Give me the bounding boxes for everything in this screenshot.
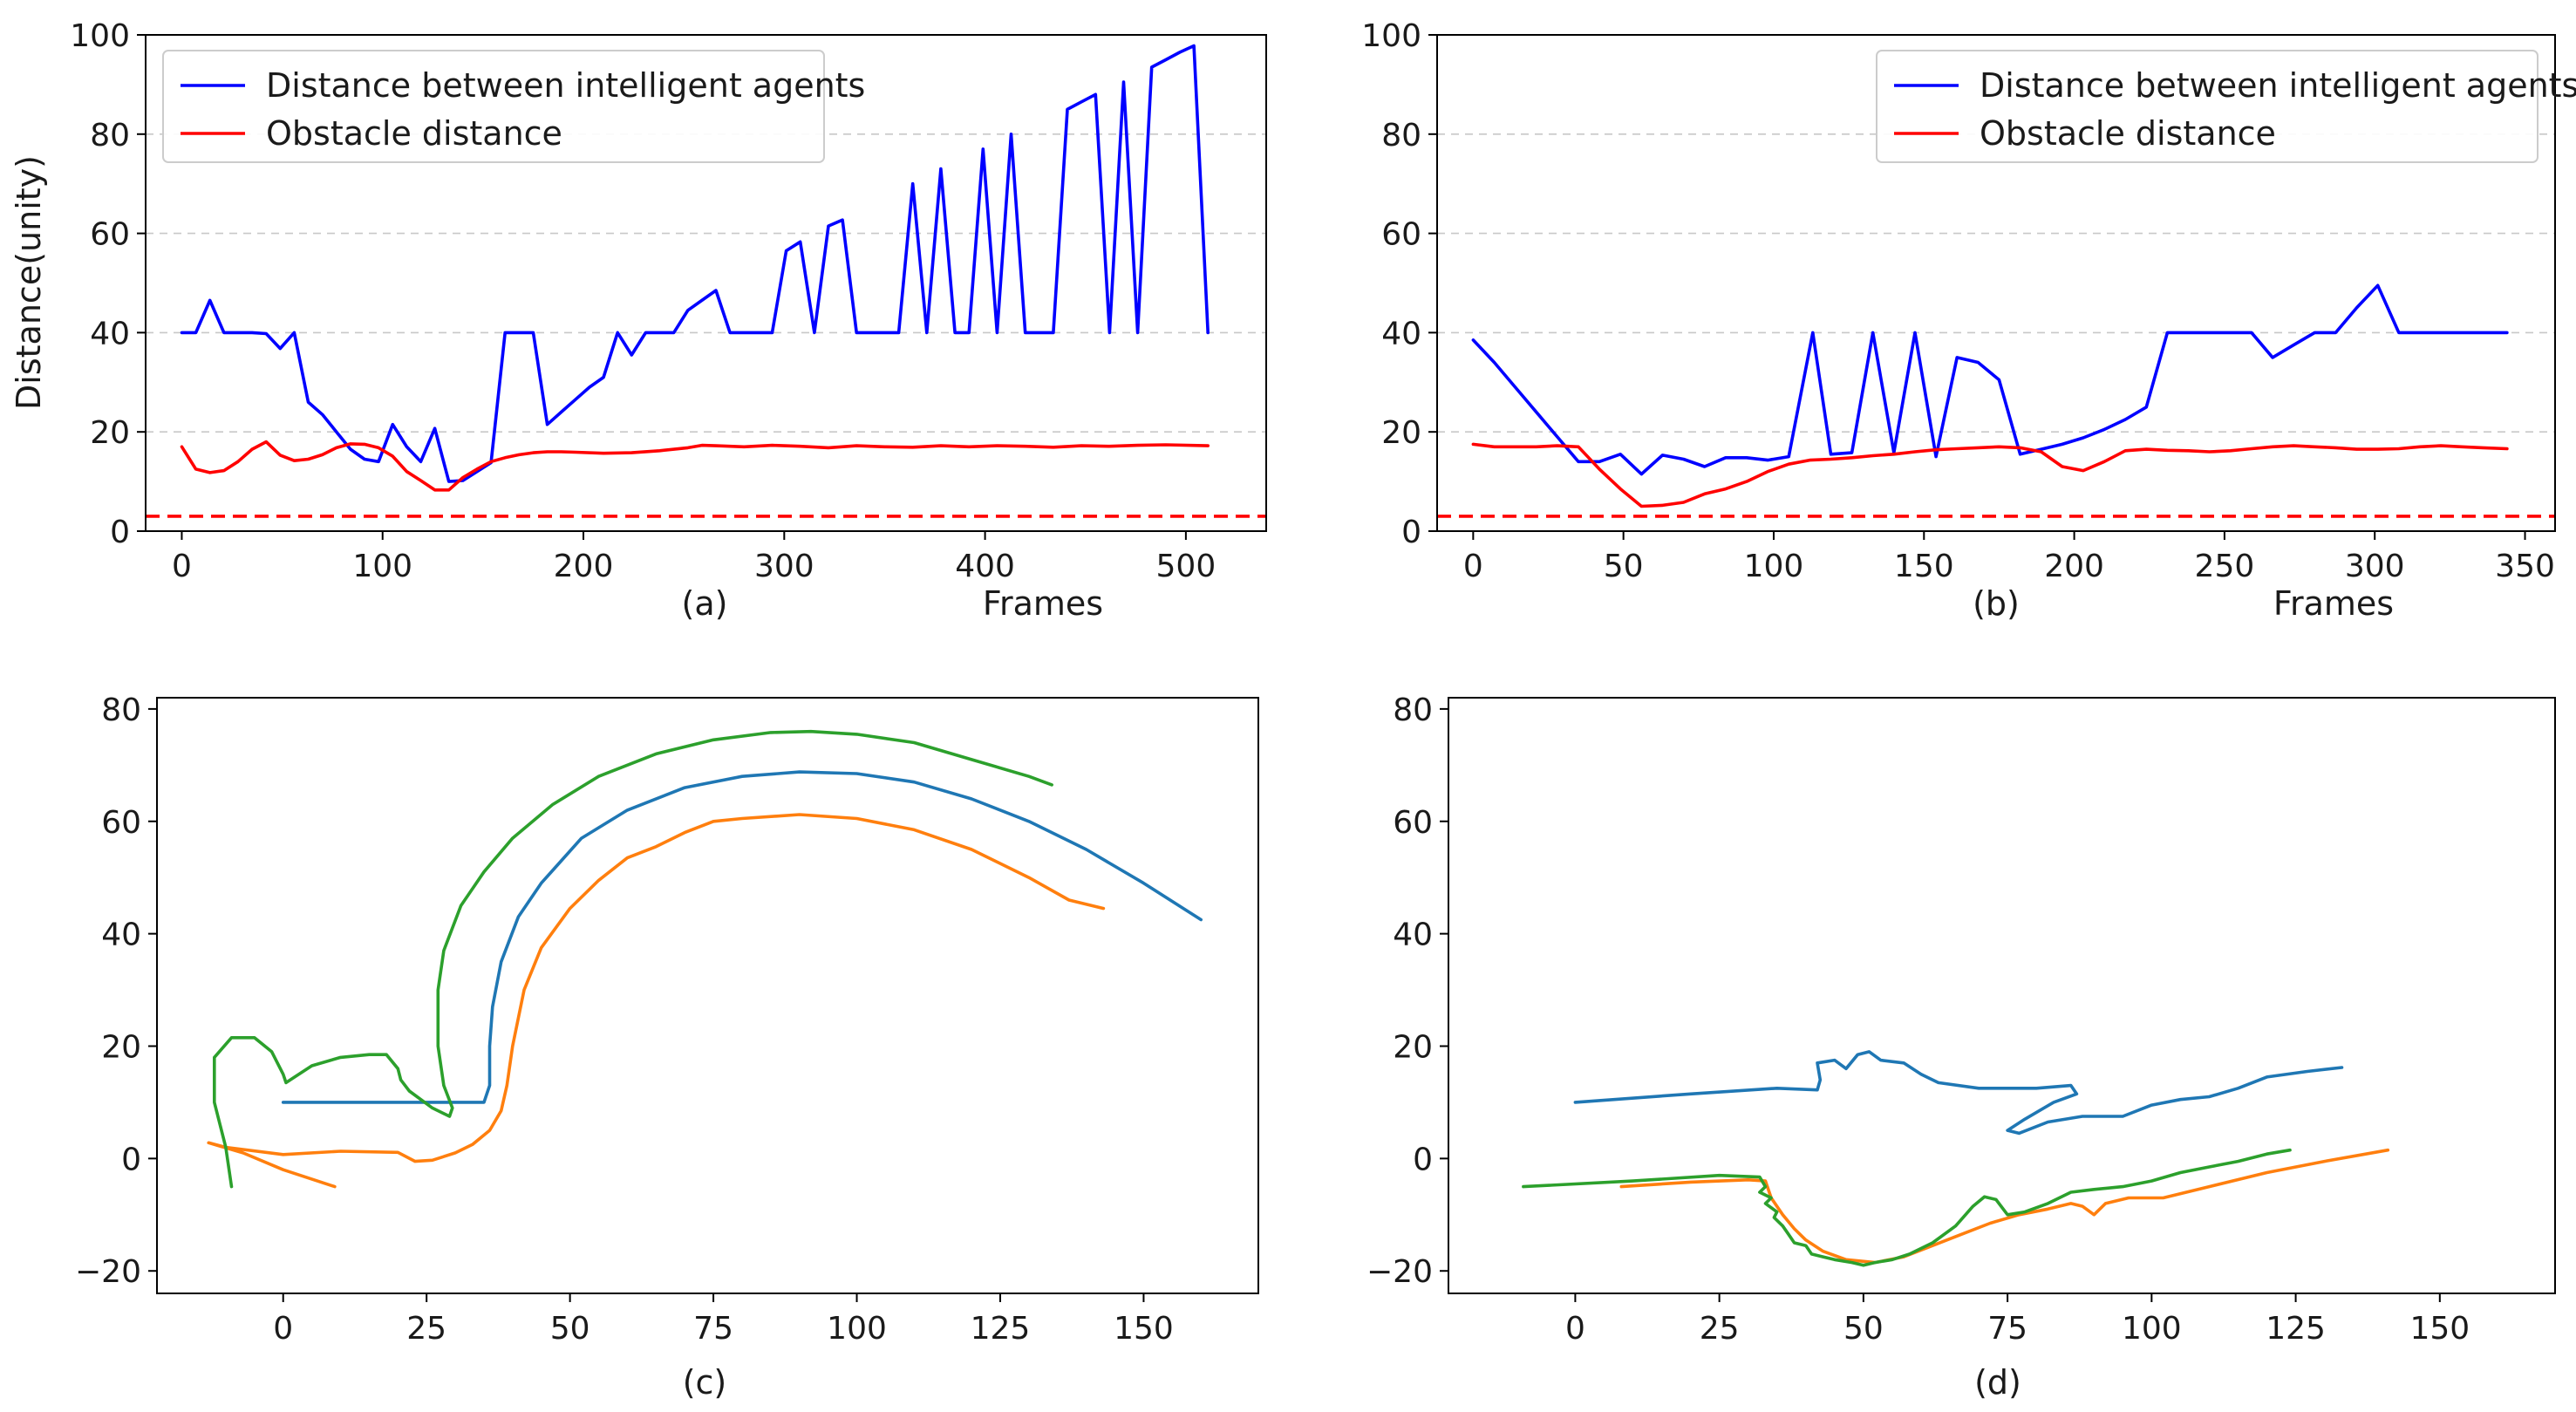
x-axis-label: Frames [983, 584, 1103, 623]
legend: Distance between intelligent agents Obsta… [1876, 50, 2576, 163]
y-tick-label: 20 [1381, 415, 1421, 451]
y-tick-label: 60 [1393, 805, 1433, 841]
y-tick-label: 80 [1381, 118, 1421, 153]
x-tick-label: 0 [273, 1311, 293, 1347]
x-tick-label: 300 [754, 549, 814, 584]
plot-area [207, 729, 1203, 1189]
y-tick-label: −20 [1366, 1254, 1433, 1290]
y-tick-label: 0 [1401, 515, 1421, 550]
x-tick-label: 0 [1565, 1311, 1585, 1347]
y-tick-label: 60 [1381, 217, 1421, 253]
panel-c: 0 25 50 75 100 125 150 −20 0 20 40 60 80 (c) [75, 692, 1259, 1402]
panel-d: 0 25 50 75 100 125 150 −20 0 20 40 60 80 (d) [1366, 692, 2556, 1402]
axes-frame [1448, 697, 2556, 1294]
x-tick-label: 25 [406, 1311, 446, 1347]
x-tick-label: 350 [2495, 549, 2555, 584]
x-tick-label: 150 [2409, 1311, 2470, 1347]
x-tick-label: 100 [827, 1311, 887, 1347]
legend-label: Obstacle distance [266, 114, 562, 153]
x-tick-label: 125 [971, 1311, 1031, 1347]
legend-label: Distance between intelligent agents [1980, 66, 2576, 105]
x-tick-label: 250 [2195, 549, 2255, 584]
y-axis-label: Distance(unity) [10, 155, 48, 410]
y-tick-label: 20 [1393, 1029, 1433, 1065]
series-line-agent-1 [1573, 1050, 2344, 1136]
plot-area [1522, 1050, 2390, 1267]
panel-caption: (c) [683, 1363, 727, 1402]
x-tick-label: 500 [1156, 549, 1216, 584]
y-tick-label: 60 [90, 217, 130, 253]
series-line-distance-between-intelligent-agents [1471, 283, 2509, 476]
x-tick-label: 0 [172, 549, 192, 584]
series-line-agent-2 [207, 813, 1106, 1189]
x-tick-label: 0 [1463, 549, 1483, 584]
x-tick-label: 50 [1843, 1311, 1884, 1347]
series-line-obstacle-distance [180, 440, 1210, 492]
y-tick-label: 0 [110, 515, 130, 550]
x-tick-label: 200 [554, 549, 614, 584]
y-tick-label: 40 [90, 316, 130, 351]
y-tick-label: 60 [101, 805, 141, 841]
axes-frame [145, 34, 1267, 532]
series-line-agent-3 [213, 729, 1053, 1189]
axes-frame [1436, 34, 2556, 532]
x-tick-label: 50 [550, 1311, 590, 1347]
plot-area [146, 44, 1266, 518]
x-tick-label: 125 [2266, 1311, 2326, 1347]
x-tick-label: 200 [2044, 549, 2104, 584]
legend-label: Obstacle distance [1980, 114, 2276, 153]
panel-caption: (a) [682, 584, 728, 623]
x-tick-label: 75 [693, 1311, 733, 1347]
panel-b: 0 50 100 150 200 250 300 350 0 20 40 60 80 100 (b) Fram… [1361, 18, 2576, 623]
panel-caption: (b) [1973, 584, 2020, 623]
series-line-agent-3 [1522, 1148, 2292, 1267]
series-line-obstacle-distance [1471, 442, 2509, 508]
x-tick-label: 50 [1604, 549, 1644, 584]
y-tick-label: −20 [75, 1254, 141, 1290]
x-tick-label: 100 [352, 549, 412, 584]
panel-caption: (d) [1974, 1363, 2021, 1402]
y-tick-label: 40 [1393, 917, 1433, 953]
legend-label: Distance between intelligent agents [266, 66, 865, 105]
y-tick-label: 0 [121, 1142, 141, 1177]
series-line-agent-2 [1619, 1148, 2390, 1265]
y-tick-label: 20 [101, 1029, 141, 1065]
y-tick-label: 100 [1361, 18, 1421, 54]
y-tick-label: 20 [90, 415, 130, 451]
y-tick-label: 40 [1381, 316, 1421, 351]
x-tick-label: 100 [1744, 549, 1804, 584]
legend-box [162, 50, 825, 163]
series-line-agent-1 [281, 770, 1203, 1104]
y-tick-label: 80 [1393, 692, 1433, 728]
x-tick-label: 150 [1894, 549, 1954, 584]
x-tick-label: 300 [2345, 549, 2405, 584]
y-tick-label: 80 [90, 118, 130, 153]
x-tick-label: 400 [955, 549, 1015, 584]
x-tick-label: 25 [1700, 1311, 1740, 1347]
x-axis-label: Frames [2273, 584, 2394, 623]
axes-frame [156, 697, 1259, 1294]
y-tick-label: 0 [1413, 1142, 1433, 1177]
series-line-distance-between-intelligent-agents [180, 44, 1210, 483]
legend-box [1876, 50, 2539, 163]
x-tick-label: 100 [2122, 1311, 2182, 1347]
x-tick-label: 150 [1114, 1311, 1174, 1347]
y-tick-label: 40 [101, 917, 141, 953]
legend: Distance between intelligent agents Obsta… [162, 50, 865, 163]
x-tick-label: 75 [1987, 1311, 2027, 1347]
y-tick-label: 80 [101, 692, 141, 728]
y-tick-label: 100 [70, 18, 130, 54]
plot-area [1437, 283, 2555, 518]
panel-a: 0 100 200 300 400 500 0 20 40 60 80 100 (a) Frames Dis… [10, 18, 1267, 623]
